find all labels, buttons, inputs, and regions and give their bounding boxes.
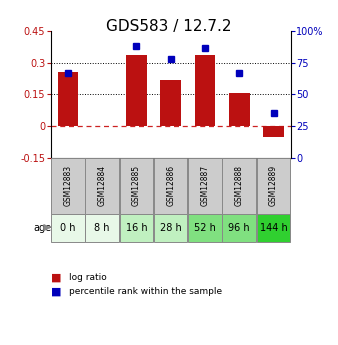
FancyBboxPatch shape (188, 158, 222, 214)
FancyBboxPatch shape (154, 214, 188, 242)
FancyBboxPatch shape (257, 158, 290, 214)
Bar (263, 126, 284, 137)
Bar (57, 72, 78, 126)
FancyBboxPatch shape (188, 214, 222, 242)
Text: 16 h: 16 h (126, 223, 147, 233)
FancyBboxPatch shape (120, 158, 153, 214)
FancyBboxPatch shape (51, 158, 84, 214)
FancyBboxPatch shape (85, 158, 119, 214)
Bar (229, 93, 249, 126)
Text: 52 h: 52 h (194, 223, 216, 233)
Text: ■: ■ (51, 287, 61, 296)
Text: ■: ■ (51, 273, 61, 283)
Text: GSM12889: GSM12889 (269, 165, 278, 206)
Text: 28 h: 28 h (160, 223, 182, 233)
Text: log ratio: log ratio (69, 273, 107, 282)
FancyBboxPatch shape (51, 214, 84, 242)
Bar (126, 55, 147, 126)
FancyBboxPatch shape (257, 214, 290, 242)
Text: 96 h: 96 h (228, 223, 250, 233)
Text: GSM12885: GSM12885 (132, 165, 141, 206)
FancyBboxPatch shape (120, 214, 153, 242)
FancyBboxPatch shape (222, 158, 256, 214)
Text: GDS583 / 12.7.2: GDS583 / 12.7.2 (106, 19, 232, 34)
Text: age: age (33, 223, 51, 233)
Text: 144 h: 144 h (260, 223, 287, 233)
Bar (161, 80, 181, 126)
FancyBboxPatch shape (85, 214, 119, 242)
Text: percentile rank within the sample: percentile rank within the sample (69, 287, 222, 296)
Text: GSM12883: GSM12883 (63, 165, 72, 206)
Text: GSM12887: GSM12887 (200, 165, 210, 206)
Text: 8 h: 8 h (94, 223, 110, 233)
Text: GSM12888: GSM12888 (235, 165, 244, 206)
Bar (195, 55, 215, 126)
Text: GSM12886: GSM12886 (166, 165, 175, 206)
Text: GSM12884: GSM12884 (98, 165, 106, 206)
Text: 0 h: 0 h (60, 223, 76, 233)
FancyBboxPatch shape (222, 214, 256, 242)
FancyBboxPatch shape (154, 158, 188, 214)
